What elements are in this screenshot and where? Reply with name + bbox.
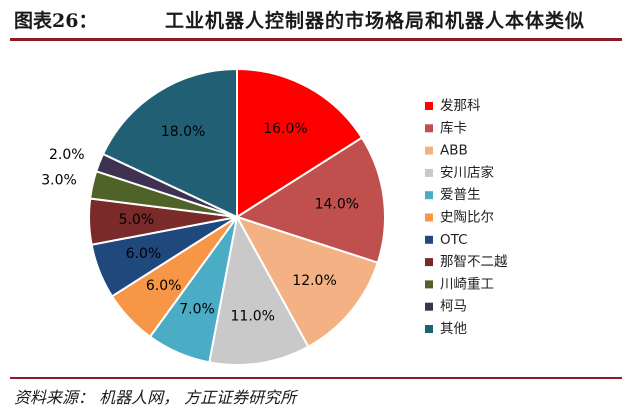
- slice-value-label: 6.0%: [146, 278, 182, 294]
- legend-label: 川崎重工: [440, 276, 494, 292]
- legend-label: ABB: [440, 143, 468, 159]
- footer-divider: [10, 377, 622, 379]
- pie-slice: [234, 215, 380, 349]
- slice-value-label: 7.0%: [179, 301, 215, 317]
- legend-swatch: [425, 280, 433, 289]
- legend-label: 库卡: [440, 120, 467, 136]
- pie-slice: [208, 214, 310, 366]
- legend-label: 那智不二越: [440, 254, 508, 270]
- pie-slice: [236, 67, 364, 219]
- figure-label: 图表26：: [14, 10, 98, 32]
- pie-slices: [88, 67, 386, 366]
- pie-slice: [234, 136, 386, 264]
- legend-label: 其他: [440, 321, 467, 337]
- legend-label: 柯马: [440, 299, 467, 315]
- legend-label: 史陶比尔: [440, 210, 494, 226]
- legend-swatch: [425, 146, 433, 155]
- header-divider: [10, 38, 622, 41]
- legend-swatch: [425, 102, 433, 110]
- legend-label: 安川店家: [440, 164, 494, 181]
- slice-value-label: 16.0%: [263, 121, 307, 137]
- legend-swatch: [425, 235, 433, 244]
- pie-chart: 16.0% 14.0% 12.0% 11.0% 7.0% 6.0% 6.0% 5.0% 3.0%…: [41, 67, 508, 366]
- figure-header: 图表26： 工业机器人控制器的市场格局和机器人本体类似: [0, 0, 630, 40]
- legend-swatch: [425, 213, 433, 222]
- slice-value-label: 14.0%: [315, 196, 359, 212]
- legend-swatch: [425, 258, 433, 267]
- legend-swatch: [425, 124, 433, 133]
- slice-value-label: 11.0%: [231, 308, 275, 324]
- figure-title: 工业机器人控制器的市场格局和机器人本体类似: [165, 10, 586, 32]
- legend-label: OTC: [440, 232, 468, 248]
- source-note: 资料来源： 机器人网， 方正证券研究所: [14, 388, 297, 407]
- legend-swatch: [425, 168, 433, 177]
- slice-value-label: 12.0%: [292, 273, 336, 289]
- slice-value-label: 3.0%: [41, 172, 77, 188]
- legend-swatch: [425, 325, 433, 333]
- slice-labels: 16.0% 14.0% 12.0% 11.0% 7.0% 6.0% 6.0% 5.0% 3.0%…: [41, 121, 359, 325]
- slice-value-label: 2.0%: [49, 147, 85, 163]
- pie-slice: [101, 67, 238, 219]
- legend-label: 发那科: [440, 98, 481, 114]
- legend-swatch: [425, 302, 433, 311]
- slice-value-label: 18.0%: [161, 124, 205, 140]
- slice-value-label: 5.0%: [119, 212, 155, 228]
- legend-swatch: [425, 191, 433, 200]
- legend-label: 爱普生: [440, 187, 481, 203]
- slice-value-label: 6.0%: [126, 246, 162, 262]
